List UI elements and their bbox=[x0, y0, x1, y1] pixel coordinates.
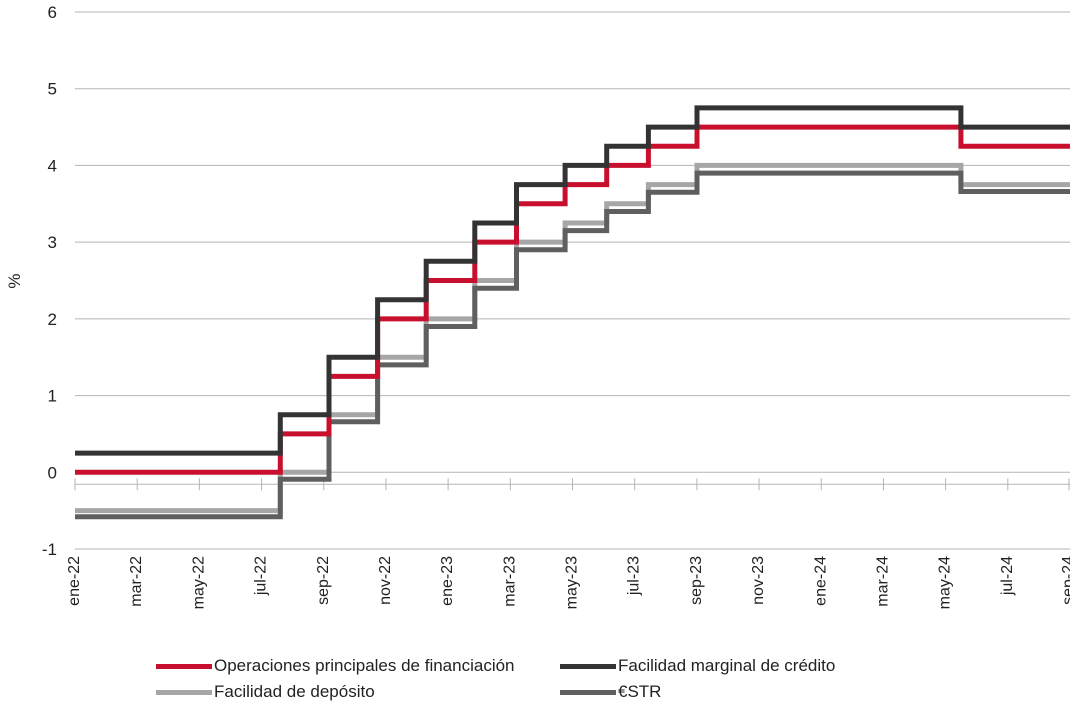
x-tick-label: jul-22 bbox=[253, 556, 270, 596]
legend-swatch-facilidad-deposito bbox=[156, 689, 212, 695]
x-tick-label: sep-24 bbox=[1060, 556, 1070, 605]
series-line-1 bbox=[75, 105, 1070, 456]
legend-item-facilidad-marginal: Facilidad marginal de crédito bbox=[560, 656, 835, 676]
x-tick-label: may-22 bbox=[190, 556, 207, 609]
x-tick-label: sep-23 bbox=[688, 556, 705, 605]
x-tick-label: nov-23 bbox=[750, 556, 767, 605]
y-tick-label: 1 bbox=[48, 387, 57, 406]
y-tick-label: 5 bbox=[48, 80, 57, 99]
series-lines bbox=[75, 105, 1070, 520]
y-tick-label: 4 bbox=[48, 156, 57, 175]
x-tick-label: may-24 bbox=[937, 556, 954, 609]
x-tick-label: ene-24 bbox=[812, 556, 829, 606]
y-axis-label: % bbox=[5, 273, 24, 288]
y-tick-label: 0 bbox=[48, 463, 57, 482]
x-tick-label: mar-23 bbox=[501, 556, 518, 607]
x-tick-label: ene-23 bbox=[439, 556, 456, 606]
x-tick-label: ene-22 bbox=[66, 556, 83, 606]
x-tick-label: sep-22 bbox=[315, 556, 332, 605]
x-axis: ene-22 mar-22 may-22 jul-22 sep-22 nov-22 ene-… bbox=[66, 478, 1070, 609]
gridlines bbox=[75, 11, 1070, 550]
legend-swatch-facilidad-marginal bbox=[560, 663, 616, 669]
x-tick-label: jul-23 bbox=[626, 556, 643, 596]
legend-label-estr: €STR bbox=[618, 682, 662, 701]
x-tick-label: jul-24 bbox=[999, 556, 1016, 596]
y-tick-label: 2 bbox=[48, 310, 57, 329]
legend-swatch-operaciones bbox=[156, 663, 212, 669]
x-tick-label: mar-22 bbox=[128, 556, 145, 607]
x-tick-label: mar-24 bbox=[874, 556, 891, 607]
legend-swatch-estr bbox=[560, 689, 616, 695]
legend-label-facilidad-marginal: Facilidad marginal de crédito bbox=[618, 656, 836, 675]
x-tick-label: may-23 bbox=[564, 556, 581, 609]
legend-item-estr: €STR bbox=[560, 682, 661, 702]
line-chart: -1 0 1 2 3 4 5 6 ene-22 mar-22 may-22 jul-22 sep-22… bbox=[5, 3, 1070, 609]
legend-item-facilidad-deposito: Facilidad de depósito bbox=[156, 682, 375, 702]
y-tick-label-partial: 6 bbox=[48, 3, 57, 22]
legend: Operaciones principales de financiación … bbox=[0, 650, 1070, 706]
series-line-2 bbox=[75, 162, 1070, 514]
legend-label-facilidad-deposito: Facilidad de depósito bbox=[214, 682, 375, 701]
series-line-0 bbox=[75, 124, 1070, 475]
y-tick-label: -1 bbox=[42, 540, 57, 559]
legend-label-operaciones: Operaciones principales de financiación bbox=[214, 656, 515, 675]
y-axis-ticks: -1 0 1 2 3 4 5 6 bbox=[42, 3, 57, 559]
x-tick-label: nov-22 bbox=[377, 556, 394, 605]
y-tick-label: 3 bbox=[48, 233, 57, 252]
legend-item-operaciones: Operaciones principales de financiación bbox=[156, 656, 515, 676]
